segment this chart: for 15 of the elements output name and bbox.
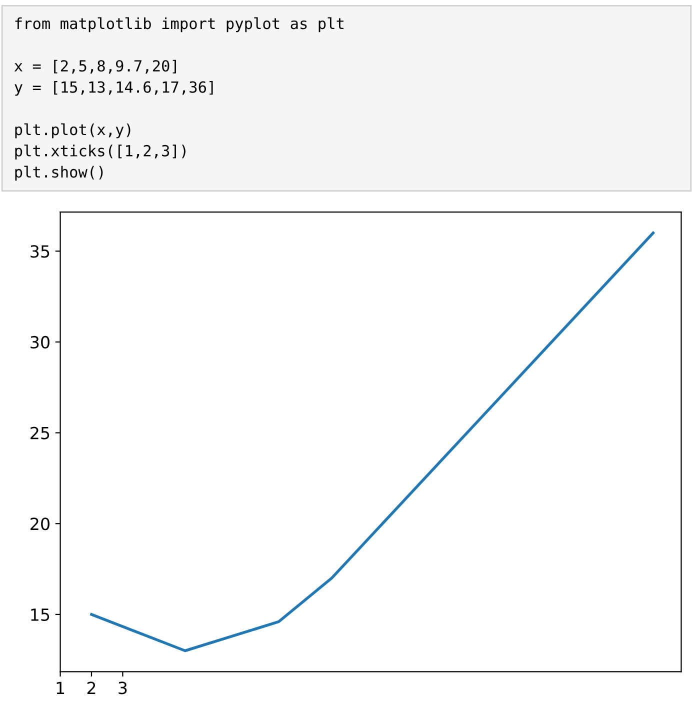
y-tick-label: 20 <box>30 518 50 530</box>
x-tick-label: 1 <box>56 682 64 694</box>
y-tick-label: 25 <box>30 426 50 440</box>
text: from matplotlib import pyplot as plt <box>15 17 344 32</box>
text: plt.xticks([1,2,3]) <box>15 144 186 160</box>
line-series <box>90 232 655 652</box>
x-tick-label: 2 <box>87 682 96 694</box>
text: plt.show() <box>15 166 103 181</box>
text: plt.plot(x,y) <box>15 123 130 138</box>
y-tick-label: 15 <box>31 608 50 621</box>
y-tick-label: 30 <box>30 336 50 349</box>
text: x = [2,5,8,9.7,20] <box>14 60 176 74</box>
x-tick-label: 3 <box>118 682 127 694</box>
y-tick-label: 35 <box>30 245 50 258</box>
text: y = [15,13,14.6,17,36] <box>14 81 213 96</box>
